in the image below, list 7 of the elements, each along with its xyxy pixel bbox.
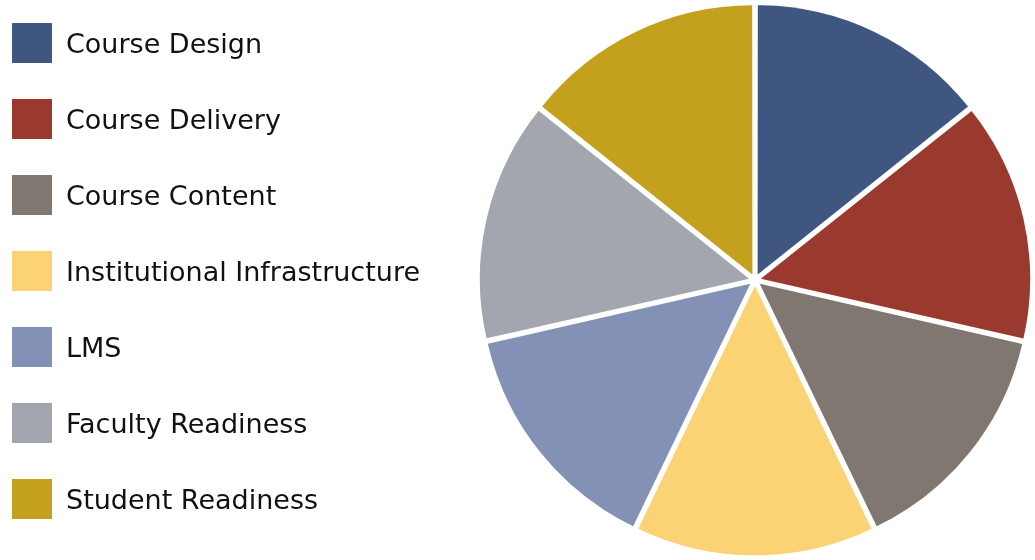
legend-label: Course Delivery [66,103,281,135]
legend-label: Student Readiness [66,483,319,515]
legend-label: Faculty Readiness [66,407,308,439]
legend-label: Institutional Infrastructure [66,255,421,287]
legend-label: LMS [66,331,122,363]
legend-label: Course Design [66,27,263,59]
legend-label: Course Content [66,179,277,211]
